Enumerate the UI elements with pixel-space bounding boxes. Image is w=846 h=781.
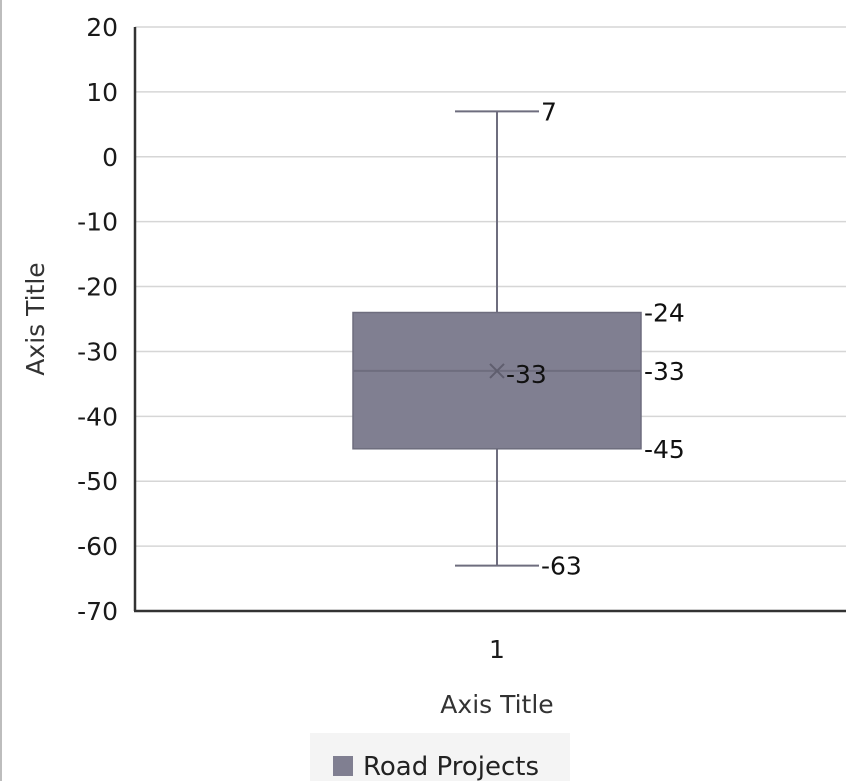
legend: Road Projects [310,733,570,781]
x-axis-title: Axis Title [440,690,553,719]
left-border [0,0,2,781]
y-axis-title: Axis Title [21,262,50,375]
y-tick-label: -40 [77,402,118,431]
iqr-box [352,311,642,450]
mean-marker [489,363,505,379]
x-category-label: 1 [489,635,505,664]
legend-background [310,733,570,781]
y-tick-label: -30 [77,337,118,366]
label-whisker-high: 7 [541,97,557,126]
y-tick-label: 0 [102,143,118,172]
y-tick-label: -60 [77,532,118,561]
gridlines [135,26,846,547]
label-mean: -33 [506,360,547,389]
y-tick-label: -50 [77,467,118,496]
label-median: -33 [644,357,685,386]
label-q3: -24 [644,299,685,328]
y-tick-label: 20 [86,13,118,42]
legend-label: Road Projects [363,752,539,781]
y-axis-ticks: 20 10 0 -10 -20 -30 -40 -50 -60 -70 [77,13,118,626]
legend-swatch [333,756,353,776]
label-whisker-low: -63 [541,552,582,581]
y-tick-label: -70 [77,597,118,626]
box-series-road-projects [352,110,642,567]
label-q1: -45 [644,435,685,464]
y-tick-label: 10 [86,78,118,107]
y-tick-label: -10 [77,208,118,237]
y-tick-label: -20 [77,273,118,302]
